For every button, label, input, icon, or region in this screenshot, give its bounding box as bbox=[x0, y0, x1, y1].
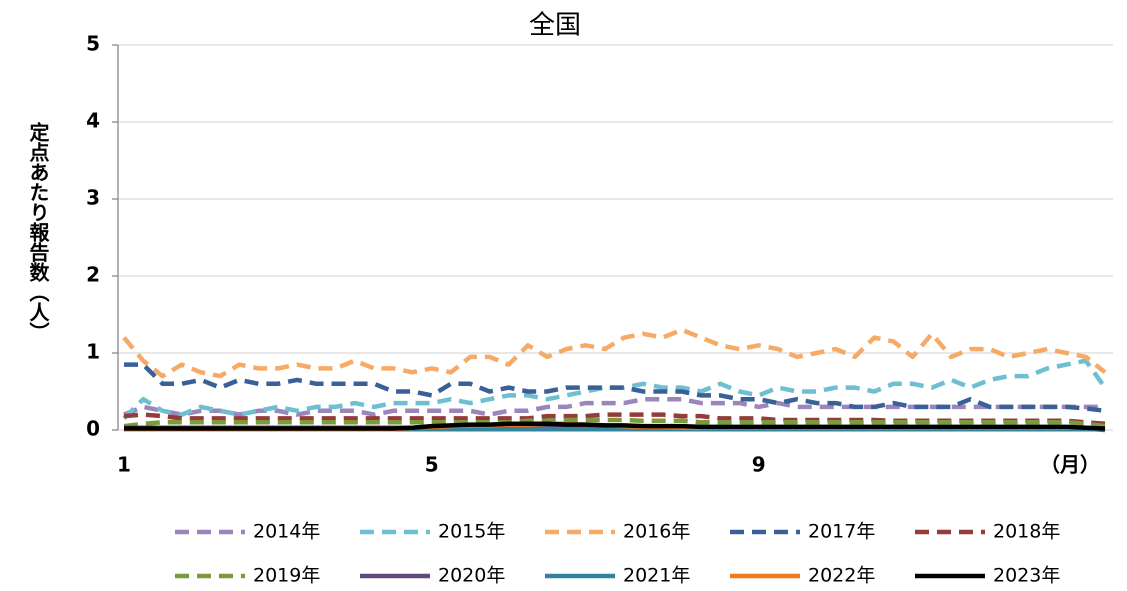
line-series bbox=[124, 421, 1106, 431]
legend-label: 2019年 bbox=[253, 565, 320, 587]
legend-label: 2015年 bbox=[438, 521, 505, 543]
legend-label: 2022年 bbox=[808, 565, 875, 587]
y-tick-label: 0 bbox=[86, 417, 100, 441]
y-tick-label: 1 bbox=[86, 340, 100, 364]
x-tick-label: 9 bbox=[752, 453, 766, 477]
legend-label: 2014年 bbox=[253, 521, 320, 543]
y-tick-label: 5 bbox=[86, 32, 100, 56]
chart-title: 全国 bbox=[529, 11, 581, 41]
x-axis-label: （月） bbox=[1040, 453, 1100, 477]
y-tick-label: 4 bbox=[86, 109, 100, 133]
line-series bbox=[122, 327, 1107, 379]
line-series bbox=[124, 362, 1106, 414]
x-tick-label: 5 bbox=[425, 453, 439, 477]
legend-label: 2021年 bbox=[623, 565, 690, 587]
legend-label: 2020年 bbox=[438, 565, 505, 587]
line-series bbox=[123, 417, 1106, 429]
legend-label: 2018年 bbox=[993, 521, 1060, 543]
legend-label: 2016年 bbox=[623, 521, 690, 543]
y-tick-label: 2 bbox=[86, 263, 100, 287]
legend-label: 2017年 bbox=[808, 521, 875, 543]
x-tick-label: 1 bbox=[117, 453, 131, 477]
y-tick-label: 3 bbox=[86, 186, 100, 210]
legend-label: 2023年 bbox=[993, 565, 1060, 587]
y-axis-label: 定点あたり報告数（人） bbox=[26, 121, 50, 342]
